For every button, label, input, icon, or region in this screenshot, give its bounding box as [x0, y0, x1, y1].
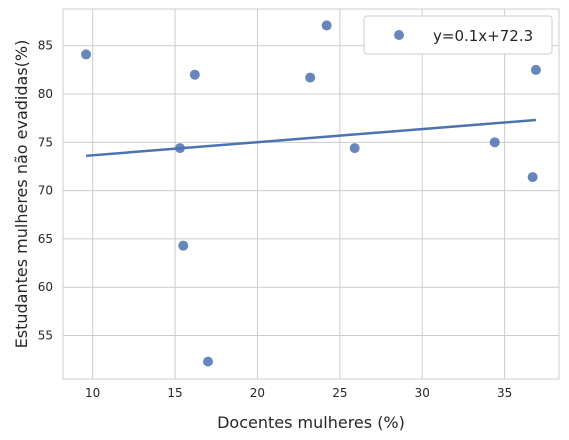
x-axis-ticks: 10 15 20 25 30 35: [85, 386, 512, 400]
y-tick-label: 60: [38, 280, 53, 294]
x-tick-label: 30: [415, 386, 430, 400]
data-point: [81, 49, 92, 60]
x-tick-label: 20: [250, 386, 265, 400]
data-point: [203, 356, 214, 367]
x-axis-label: Docentes mulheres (%): [217, 413, 405, 432]
regression-line: [85, 118, 537, 158]
y-axis-ticks: 55 60 65 70 75 80 85: [38, 39, 53, 343]
x-tick-label: 25: [332, 386, 347, 400]
y-tick-label: 75: [38, 135, 53, 149]
legend: y=0.1x+72.3: [363, 15, 553, 55]
x-tick-label: 15: [167, 386, 182, 400]
plot-background: [62, 8, 560, 380]
legend-box: [363, 15, 553, 55]
x-tick-label: 10: [85, 386, 100, 400]
y-tick-label: 55: [38, 329, 53, 343]
data-point: [349, 143, 360, 154]
y-tick-label: 80: [38, 87, 53, 101]
data-point: [530, 64, 541, 75]
data-point: [321, 20, 332, 31]
data-point: [178, 240, 189, 251]
data-point: [489, 137, 500, 148]
x-tick-label: 35: [497, 386, 512, 400]
data-point: [305, 72, 316, 83]
data-points: [81, 20, 541, 367]
y-tick-label: 65: [38, 232, 53, 246]
y-axis-label: Estudantes mulheres não evadidas(%): [12, 40, 31, 349]
y-tick-label: 85: [38, 39, 53, 53]
legend-marker: [394, 30, 404, 40]
y-tick-label: 70: [38, 184, 53, 198]
data-point: [527, 172, 538, 183]
legend-label: y=0.1x+72.3: [433, 27, 533, 45]
data-point: [189, 69, 200, 80]
